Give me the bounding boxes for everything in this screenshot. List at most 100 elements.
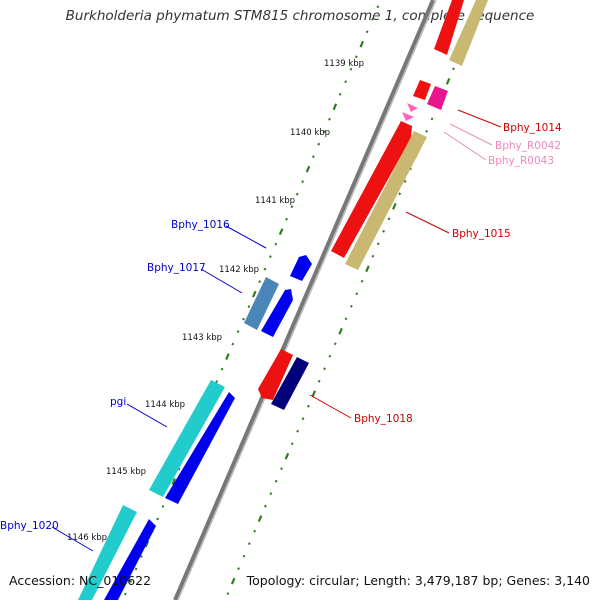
tick-mark — [274, 242, 278, 246]
tick-mark — [317, 379, 321, 383]
gene-label-bphy-1016[interactable]: Bphy_1016 — [171, 219, 230, 231]
tick-mark — [278, 228, 284, 236]
gene-label-bphy-1020[interactable]: Bphy_1020 — [0, 520, 59, 532]
callout-line-bphy-1017 — [200, 268, 243, 294]
tick-mark — [376, 5, 380, 9]
tick-mark — [350, 304, 353, 308]
gene-feature-bphy-1014-b[interactable] — [427, 86, 448, 110]
gene-feature-pgi-blue[interactable] — [165, 392, 235, 504]
gene-label-bphy-r0042[interactable]: Bphy_R0042 — [495, 140, 561, 152]
tick-mark — [301, 417, 305, 421]
gene-label-pgi[interactable]: pgi — [110, 396, 126, 408]
callout-line-bphy-1016 — [225, 225, 267, 249]
tick-mark — [220, 367, 224, 371]
tick-mark — [398, 192, 402, 196]
gene-feature-bphy-1020-blue[interactable] — [104, 519, 156, 600]
tick-mark — [371, 254, 375, 258]
tick-mark — [430, 117, 434, 121]
tick-mark — [349, 67, 353, 71]
tick-mark — [323, 367, 326, 371]
callout-line-bphy-1015 — [405, 211, 450, 234]
tick-mark — [333, 342, 337, 346]
tick-label-1144: 1144 kbp — [145, 400, 185, 410]
tick-mark — [215, 380, 219, 383]
callout-line-bphy-1020 — [51, 526, 94, 552]
gene-label-bphy-1015[interactable]: Bphy_1015 — [452, 228, 511, 240]
tick-mark — [258, 280, 262, 284]
gene-feature-bphy-1017-blue[interactable] — [261, 289, 293, 337]
tick-mark — [332, 103, 338, 111]
tick-label-1140: 1140 kbp — [290, 128, 330, 138]
gene-feature-bphy-1015-tan[interactable] — [345, 131, 427, 270]
gene-label-bphy-1014[interactable]: Bphy_1014 — [503, 122, 562, 134]
gene-feature-bphy-1014-a[interactable] — [413, 80, 431, 100]
gene-label-bphy-r0043[interactable]: Bphy_R0043 — [488, 155, 554, 167]
tick-mark — [252, 290, 257, 298]
gene-feature-pgi-cyan[interactable] — [149, 380, 225, 497]
accession-label: Accession: NC_010622 — [9, 573, 152, 588]
tick-mark — [161, 505, 165, 508]
tick-mark — [171, 478, 176, 485]
tick-mark — [285, 217, 288, 221]
tick-mark — [301, 180, 304, 184]
tick-mark — [355, 292, 359, 296]
tick-mark — [328, 354, 332, 358]
tick-mark — [295, 192, 299, 196]
tick-mark — [322, 130, 326, 134]
gene-feature-bphy-r0042[interactable] — [407, 103, 418, 112]
tick-mark — [280, 467, 283, 471]
tick-mark — [231, 342, 235, 346]
map-title: Burkholderia phymatum STM815 chromosome … — [65, 8, 535, 24]
gene-feature-bphy-1015-red[interactable] — [331, 121, 412, 258]
tick-mark — [140, 555, 143, 558]
gene-feature-bphy-1016[interactable] — [290, 255, 312, 281]
gene-feature-bphy-1017-steel[interactable] — [244, 277, 279, 330]
tick-mark — [317, 142, 321, 146]
tick-mark — [242, 554, 246, 558]
callout-line-bphy-r0042 — [449, 123, 493, 146]
chromosome-backbone-highlight — [177, 0, 437, 600]
tick-mark — [452, 67, 455, 71]
tick-mark — [242, 317, 245, 321]
tick-mark — [445, 78, 451, 85]
tick-mark — [387, 217, 391, 221]
tick-mark — [123, 592, 127, 596]
gene-feature-top-tan[interactable] — [449, 0, 488, 66]
tick-mark — [338, 92, 342, 96]
tick-mark — [236, 330, 240, 334]
tick-mark — [274, 479, 278, 483]
tick-mark — [338, 327, 343, 335]
gene-feature-top-red[interactable] — [434, 0, 464, 55]
tick-mark — [403, 179, 407, 183]
tick-mark — [156, 517, 159, 521]
tick-mark — [382, 229, 385, 233]
gene-feature-bphy-r0043[interactable] — [402, 112, 414, 121]
gene-label-bphy-1018[interactable]: Bphy_1018 — [354, 413, 413, 425]
gene-feature-bphy-1018-red[interactable] — [258, 349, 293, 400]
tick-mark — [359, 40, 365, 48]
tick-mark — [230, 577, 236, 585]
tick-mark — [305, 165, 311, 173]
gene-feature-bphy-1018-navy[interactable] — [271, 357, 309, 410]
tick-mark — [376, 242, 380, 246]
tick-mark — [344, 317, 348, 321]
gene-feature-bphy-1020-cyan[interactable] — [78, 505, 137, 600]
chromosome-backbone — [173, 0, 435, 600]
tick-mark — [134, 567, 138, 571]
tick-mark — [311, 390, 317, 398]
tick-mark — [253, 529, 257, 533]
gene-label-bphy-1017[interactable]: Bphy_1017 — [147, 262, 206, 274]
tick-mark — [344, 80, 347, 84]
callout-line-bphy-1014 — [457, 109, 502, 128]
tick-mark — [247, 305, 251, 309]
callout-line-bphy-1018 — [309, 394, 352, 419]
tick-mark — [307, 404, 310, 408]
tick-mark — [257, 515, 263, 523]
tick-mark — [296, 429, 300, 433]
tick-mark — [226, 592, 230, 596]
tick-mark — [269, 255, 272, 259]
tick-label-1141: 1141 kbp — [255, 196, 295, 206]
tick-label-1145: 1145 kbp — [106, 467, 146, 477]
tick-mark — [312, 155, 315, 159]
tick-label-1139: 1139 kbp — [324, 59, 364, 69]
